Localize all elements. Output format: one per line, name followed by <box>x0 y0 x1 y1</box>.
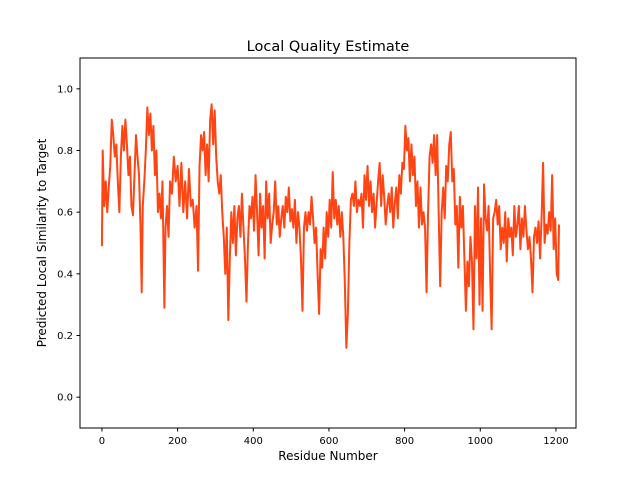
plot-frame <box>79 57 577 429</box>
series-line <box>100 103 560 349</box>
y-tick-label: 0.2 <box>57 331 73 342</box>
x-tick-label: 400 <box>244 436 263 447</box>
y-axis-label: Predicted Local Similarity to Target <box>35 138 49 347</box>
x-tick-label: 0 <box>99 436 105 447</box>
x-tick-label: 1200 <box>543 436 568 447</box>
axis-ticks: 0 200 400 600 800 1000 1200 0.0 0.2 0.4 0.6 0.8 1.0 <box>57 84 569 447</box>
y-tick-label: 0.4 <box>57 269 73 280</box>
y-tick-label: 0.6 <box>57 208 73 219</box>
x-tick-label: 200 <box>168 436 187 447</box>
x-tick-label: 600 <box>319 436 338 447</box>
x-axis-label: Residue Number <box>278 449 377 463</box>
y-tick-label: 1.0 <box>57 84 73 95</box>
series-group <box>100 103 560 349</box>
y-tick-label: 0.0 <box>57 393 73 404</box>
x-tick-label: 800 <box>395 436 414 447</box>
y-tick-label: 0.8 <box>57 146 73 157</box>
chart-title: Local Quality Estimate <box>247 39 410 55</box>
x-tick-label: 1000 <box>468 436 493 447</box>
